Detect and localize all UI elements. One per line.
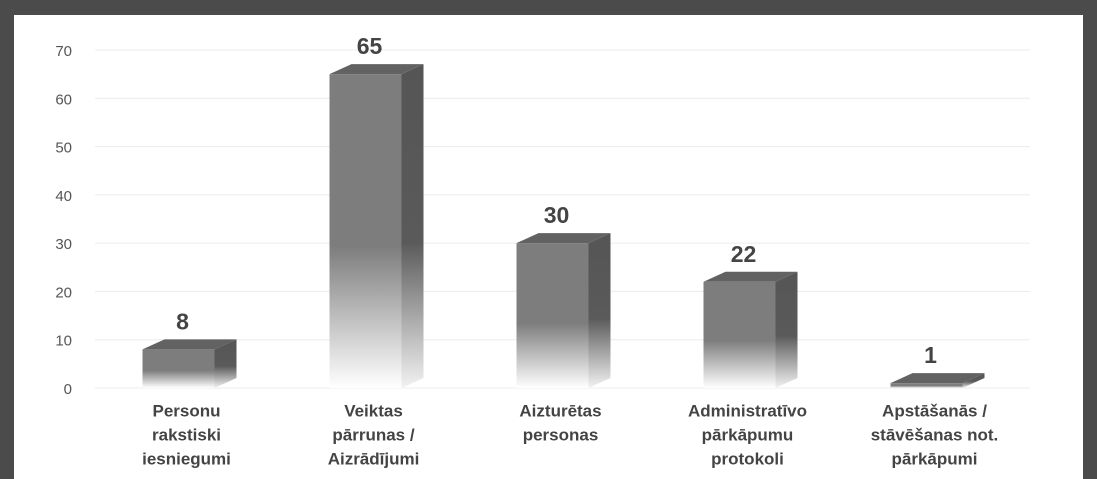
x-tick-label: protokoli: [711, 449, 784, 468]
x-tick-label: Veiktas: [344, 401, 403, 420]
bar-top: [142, 339, 237, 350]
bar-front: [142, 349, 215, 388]
y-tick-label: 40: [55, 188, 72, 205]
x-tick-label: pārrunas /: [332, 425, 414, 444]
y-tick-label: 20: [55, 284, 72, 301]
x-tick-label: personas: [523, 425, 599, 444]
bar-front: [329, 74, 402, 389]
y-tick-label: 30: [55, 236, 72, 253]
bar-top: [516, 233, 611, 244]
y-tick-label: 10: [55, 333, 72, 350]
y-tick-label: 70: [55, 43, 72, 60]
value-label: 1: [924, 342, 937, 368]
bar-front: [703, 281, 776, 388]
x-tick-label: pārkāpumu: [702, 425, 794, 444]
bar-top: [890, 373, 985, 384]
x-tick-label: Aizturētas: [519, 401, 601, 420]
x-tick-label: Apstāšanās /: [882, 401, 987, 420]
x-tick-label: stāvēšanas not.: [871, 425, 999, 444]
x-tick-label: Administratīvo: [688, 401, 807, 420]
x-tick-label: Personu: [152, 401, 220, 420]
value-label: 22: [731, 241, 757, 267]
bar-side: [588, 233, 611, 388]
y-tick-label: 50: [55, 140, 72, 157]
bar-side: [401, 64, 424, 389]
bar-top: [329, 64, 424, 75]
bar-side: [214, 339, 237, 388]
y-tick-label: 0: [64, 381, 72, 398]
bar-top: [703, 271, 798, 282]
bar-front: [890, 383, 963, 388]
bar-front: [516, 243, 589, 388]
bar-side: [775, 271, 798, 388]
x-tick-label: iesniegumi: [142, 449, 231, 468]
x-tick-label: pārkāpumi: [892, 449, 978, 468]
y-tick-label: 60: [55, 91, 72, 108]
x-tick-label: Aizrādījumi: [328, 449, 420, 468]
bar-side: [962, 373, 985, 388]
value-label: 65: [357, 33, 383, 59]
value-label: 30: [544, 202, 570, 228]
x-tick-label: rakstiski: [152, 425, 221, 444]
value-label: 8: [176, 308, 189, 334]
